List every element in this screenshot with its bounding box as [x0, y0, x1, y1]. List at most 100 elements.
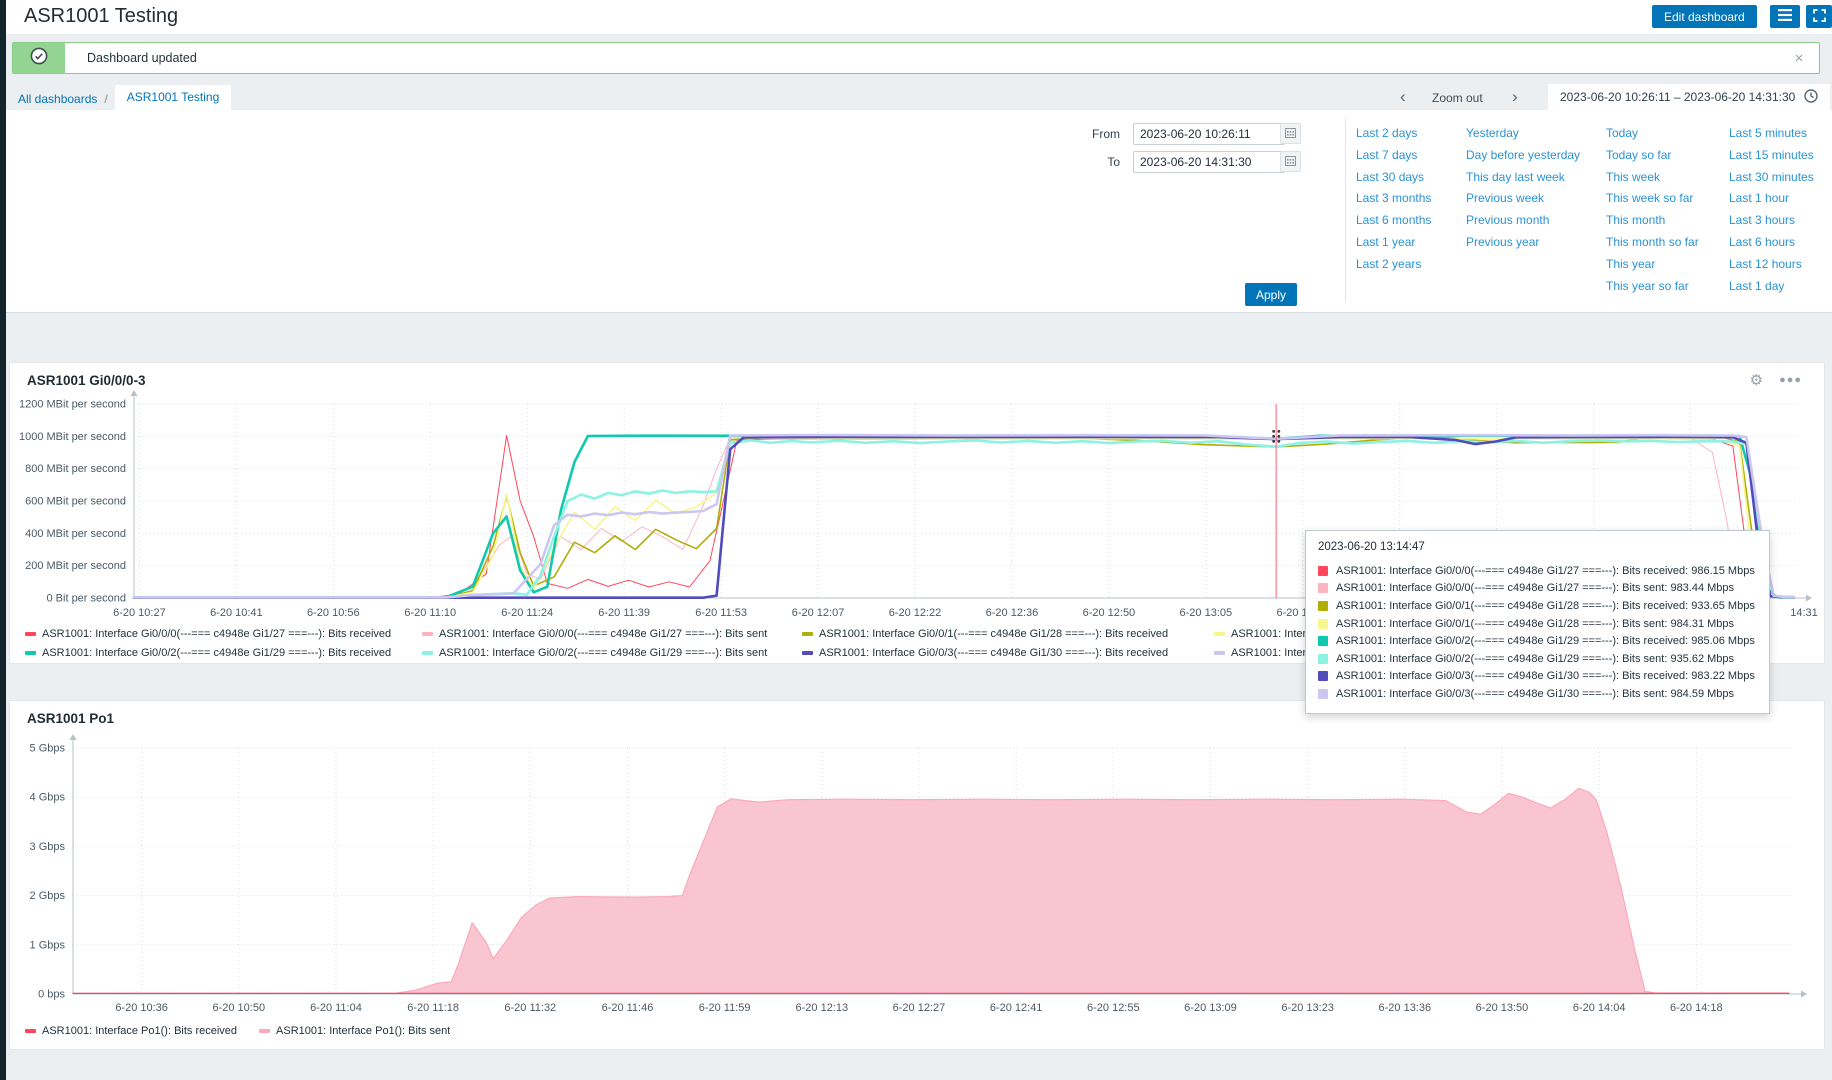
x-axis-label: 6-20 12:41	[990, 1002, 1043, 1014]
quick-range-link[interactable]: Last 6 months	[1356, 213, 1432, 228]
legend-label: ASR1001: Interface Gi0/0/2(---=== c4948e…	[42, 647, 392, 659]
quick-range-link[interactable]: Last 1 day	[1729, 278, 1785, 293]
x-axis-arrow	[1806, 594, 1812, 602]
to-calendar-button[interactable]	[1280, 151, 1301, 172]
quick-range-link[interactable]: This year	[1606, 256, 1656, 271]
quick-range-link[interactable]: Last 12 hours	[1729, 256, 1802, 271]
tooltip-row: ASR1001: Interface Gi0/0/2(---=== c4948e…	[1318, 650, 1755, 668]
x-axis-label: 6-20 11:53	[695, 607, 747, 619]
legend-item[interactable]: ASR1001: Interface Gi0/0/0(---=== c4948e…	[25, 626, 422, 642]
x-axis-label: 6-20 11:46	[602, 1002, 654, 1014]
legend-label: ASR1001: Interface Gi0/0/0(---=== c4948e…	[42, 628, 392, 640]
x-axis-label: 6-20 11:18	[407, 1002, 459, 1014]
to-label: To	[1107, 155, 1120, 169]
legend-color-swatch	[1214, 651, 1225, 655]
quick-range-link[interactable]: Last 2 days	[1356, 126, 1418, 140]
x-axis-end-label: 14:31	[1790, 607, 1818, 619]
drag-cursor-icon	[1272, 429, 1281, 443]
legend-item[interactable]: ASR1001: Interface Po1(): Bits sent	[259, 1023, 450, 1039]
dashboard-menu-button[interactable]	[1770, 5, 1800, 28]
fullscreen-button[interactable]	[1806, 5, 1832, 28]
y-axis-label: 800 MBit per second	[25, 463, 126, 475]
quick-range-link[interactable]: Last 5 minutes	[1729, 126, 1808, 140]
time-range-tab[interactable]: 2023-06-20 10:26:11 – 2023-06-20 14:31:3…	[1548, 84, 1831, 110]
tooltip-timestamp: 2023-06-20 13:14:47	[1318, 541, 1425, 553]
expand-icon	[1812, 8, 1826, 25]
from-input[interactable]	[1133, 123, 1285, 145]
quick-range-link[interactable]: This week so far	[1606, 191, 1694, 206]
quick-range-link[interactable]: Last 15 minutes	[1729, 147, 1814, 162]
quick-range-link[interactable]: This day last week	[1466, 169, 1565, 184]
breadcrumb-all-dashboards-link[interactable]: All dashboards	[18, 92, 98, 106]
apply-button[interactable]: Apply	[1245, 283, 1298, 306]
y-axis-label: 4 Gbps	[30, 792, 66, 804]
series-color-swatch	[1318, 600, 1328, 611]
legend-item[interactable]: ASR1001: Interface Po1(): Bits received	[25, 1023, 237, 1039]
x-axis-label: 6-20 11:04	[310, 1002, 362, 1014]
edit-dashboard-button[interactable]: Edit dashboard	[1652, 5, 1757, 28]
po1-traffic-chart[interactable]: 5 Gbps 4 Gbps 3 Gbps 2 Gbps 1 Gbps 0 bps 6-20 …	[10, 701, 1822, 1047]
quick-range-link[interactable]: This year so far	[1606, 278, 1689, 293]
quick-range-link[interactable]: Last 3 hours	[1729, 213, 1796, 228]
quick-range-link[interactable]: This month so far	[1606, 234, 1699, 249]
quick-links-column: Last 2 days Last 7 days Last 30 days Last 3…	[1356, 123, 1466, 297]
chart-hover-tooltip: 2023-06-20 13:14:47 ASR1001: Interface G…	[1305, 530, 1770, 714]
y-axis-label: 400 MBit per second	[25, 528, 126, 540]
x-axis-label: 6-20 11:59	[699, 1002, 751, 1014]
quick-range-link[interactable]: Last 1 hour	[1729, 191, 1790, 206]
legend-item[interactable]: ASR1001: Interface Gi0/0/3(---=== c4948e…	[802, 645, 1214, 661]
quick-range-link[interactable]: Today	[1606, 126, 1639, 140]
x-axis-label: 6-20 13:09	[1184, 1002, 1237, 1014]
x-axis-label: 6-20 10:50	[212, 1002, 265, 1014]
x-axis-label: 6-20 12:07	[792, 607, 845, 619]
breadcrumb-current-tab[interactable]: ASR1001 Testing	[114, 85, 232, 113]
quick-range-link[interactable]: Last 30 minutes	[1729, 169, 1814, 184]
x-axis-label: 6-20 13:05	[1180, 607, 1233, 619]
quick-range-links: Last 2 days Last 7 days Last 30 days Last 3…	[1356, 123, 1832, 297]
y-axis-label: 5 Gbps	[30, 743, 66, 755]
quick-range-link[interactable]: Today so far	[1606, 147, 1672, 162]
tooltip-row: ASR1001: Interface Gi0/0/2(---=== c4948e…	[1318, 632, 1755, 650]
series-line	[132, 433, 1796, 599]
widget-title: ASR1001 Po1	[27, 711, 115, 726]
quick-range-link[interactable]: Day before yesterday	[1466, 147, 1581, 162]
legend-label: ASR1001: Interface Po1(): Bits sent	[276, 1025, 451, 1037]
legend-item[interactable]: ASR1001: Interface Gi0/0/0(---=== c4948e…	[422, 626, 802, 642]
quick-range-link[interactable]: This month	[1606, 213, 1666, 228]
legend-item[interactable]: ASR1001: Interface Gi0/0/2(---=== c4948e…	[25, 645, 422, 661]
tooltip-row: ASR1001: Interface Gi0/0/1(---=== c4948e…	[1318, 597, 1755, 615]
x-axis-label: 6-20 10:56	[307, 607, 360, 619]
message-close-button[interactable]: ×	[1794, 49, 1804, 67]
gear-icon[interactable]: ⚙	[1749, 372, 1764, 389]
legend-item[interactable]: ASR1001: Interface Gi0/0/1(---=== c4948e…	[802, 626, 1214, 642]
zoom-out-button[interactable]: Zoom out	[1432, 91, 1483, 105]
quick-range-link[interactable]: Last 7 days	[1356, 147, 1418, 162]
quick-range-link[interactable]: Last 30 days	[1356, 169, 1425, 184]
x-axis-label: 6-20 11:39	[598, 607, 650, 619]
tooltip-row: ASR1001: Interface Gi0/0/0(---=== c4948e…	[1318, 562, 1755, 580]
legend-color-swatch	[259, 1029, 271, 1033]
to-input[interactable]	[1133, 151, 1285, 173]
interface-traffic-chart[interactable]: 1200 MBit per second 1000 MBit per second…	[10, 363, 1822, 661]
quick-range-link[interactable]: Previous year	[1466, 234, 1540, 249]
quick-range-link[interactable]: Previous week	[1466, 191, 1545, 206]
quick-range-link[interactable]: This week	[1606, 169, 1661, 184]
legend-item[interactable]: ASR1001: Interface Gi0/0/2(---=== c4948e…	[422, 645, 802, 661]
series-color-swatch	[1318, 565, 1328, 576]
legend-label: ASR1001: Interface Gi0/0/0(---=== c4948e…	[439, 628, 768, 640]
quick-range-link[interactable]: Last 6 hours	[1729, 234, 1796, 249]
from-label: From	[1092, 127, 1120, 141]
x-axis-label: 6-20 12:50	[1083, 607, 1136, 619]
quick-range-link[interactable]: Last 1 year	[1356, 234, 1416, 249]
quick-range-link[interactable]: Last 2 years	[1356, 256, 1422, 271]
time-forward-chevron[interactable]: ›	[1512, 87, 1518, 106]
quick-range-link[interactable]: Last 3 months	[1356, 191, 1432, 206]
from-calendar-button[interactable]	[1280, 123, 1301, 144]
legend-label: ASR1001: Interface Gi0/0/3(---=== c4948e…	[819, 647, 1169, 659]
quick-range-link[interactable]: Previous month	[1466, 213, 1550, 228]
more-options-icon[interactable]: ●●●	[1779, 374, 1802, 386]
series-color-swatch	[1318, 583, 1328, 594]
time-back-chevron[interactable]: ‹	[1400, 87, 1406, 106]
quick-range-link[interactable]: Yesterday	[1466, 126, 1519, 140]
clock-icon	[1804, 88, 1819, 106]
